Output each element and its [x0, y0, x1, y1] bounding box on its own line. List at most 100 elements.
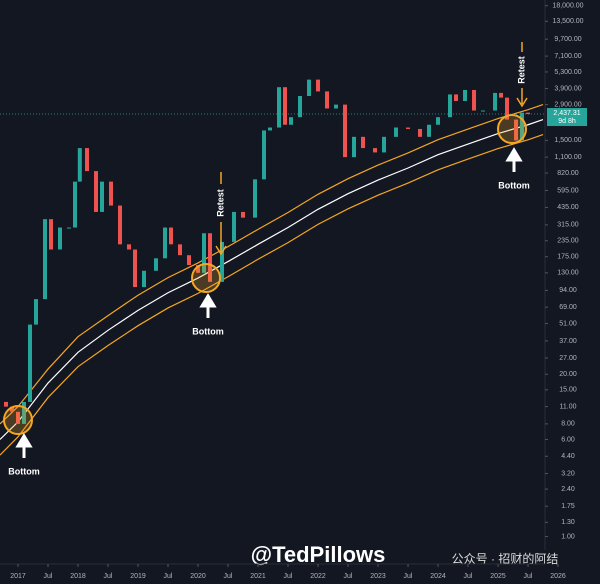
- candle: [133, 249, 138, 288]
- x-tick-label: 2017: [10, 573, 26, 580]
- candle: [77, 148, 82, 182]
- y-tick-label: 315.00: [557, 222, 579, 229]
- y-tick-label: 5,300.00: [554, 69, 581, 76]
- x-tick-label: 2021: [250, 573, 266, 580]
- y-tick-label: 595.00: [557, 187, 579, 194]
- candle: [472, 89, 477, 111]
- annotation: Bottom: [8, 466, 40, 476]
- candle: [406, 127, 411, 129]
- candle: [454, 94, 459, 102]
- annotation: Retest: [215, 189, 225, 217]
- arrow: [505, 147, 523, 172]
- band-line: [0, 119, 544, 440]
- candle: [163, 227, 168, 259]
- x-tick-label: 2026: [550, 573, 566, 580]
- y-tick-label: 3.20: [561, 470, 575, 477]
- annotations: Bottom Bottom Bottom Retest Retest: [3, 42, 530, 476]
- y-tick-label: 94.00: [559, 287, 577, 294]
- y-tick-label: 4.40: [561, 453, 575, 460]
- retest-arrow: [516, 42, 528, 108]
- candle: [43, 219, 48, 300]
- candle: [277, 87, 282, 128]
- y-tick-label: 11.00: [560, 403, 577, 410]
- y-tick-label: 1,100.00: [554, 154, 581, 161]
- arrow: [199, 293, 217, 318]
- candle: [109, 181, 114, 206]
- candle: [10, 406, 15, 412]
- candle: [49, 219, 54, 250]
- candle: [187, 255, 192, 266]
- countdown: 9d 8h: [558, 118, 576, 125]
- y-tick-label: 435.00: [557, 204, 579, 211]
- x-tick-label: Jul: [44, 573, 53, 580]
- candle: [4, 401, 9, 407]
- y-tick-label: 1.75: [561, 503, 575, 510]
- y-tick-label: 18,000.00: [552, 3, 583, 10]
- x-tick-label: Jul: [344, 573, 353, 580]
- candle: [202, 233, 207, 273]
- band-line: [0, 103, 544, 425]
- candle: [418, 128, 423, 137]
- y-tick-label: 1.00: [561, 533, 575, 540]
- candle: [169, 227, 174, 245]
- y-tick-label: 69.00: [559, 304, 577, 311]
- candle: [298, 95, 303, 118]
- x-tick-label: 2019: [130, 573, 146, 580]
- annotation: Bottom: [498, 180, 530, 190]
- candle: [448, 94, 453, 118]
- candle: [232, 211, 237, 242]
- candle: [463, 89, 468, 102]
- candle: [73, 181, 78, 228]
- candle: [526, 112, 531, 115]
- bottom-circle: [3, 405, 33, 435]
- x-tick-label: 2025: [490, 573, 506, 580]
- candle: [16, 411, 21, 424]
- y-tick-label: 2.40: [561, 486, 575, 493]
- candle: [427, 124, 432, 137]
- candle: [343, 104, 348, 158]
- annotation: Bottom: [192, 326, 224, 336]
- x-tick-label: Jul: [164, 573, 173, 580]
- candle: [316, 79, 321, 92]
- candle: [262, 130, 267, 180]
- bottom-circle: [191, 263, 221, 293]
- y-tick-label: 51.00: [559, 320, 577, 327]
- y-tick-label: 37.00: [559, 338, 577, 345]
- x-tick-label: 2023: [370, 573, 386, 580]
- source: 公众号 · 招财的阿结: [452, 551, 559, 566]
- x-tick-label: 2024: [430, 573, 446, 580]
- y-tick-label: 20.00: [559, 371, 577, 378]
- x-tick-label: Jul: [404, 573, 413, 580]
- candle: [499, 92, 504, 98]
- candle: [352, 136, 357, 158]
- candle: [154, 258, 159, 271]
- x-tick-label: Jul: [524, 573, 533, 580]
- x-tick-label: Jul: [464, 573, 473, 580]
- y-tick-label: 6.00: [561, 436, 575, 443]
- candle: [325, 91, 330, 109]
- bottom-circle: [497, 114, 527, 144]
- x-tick-label: Jul: [284, 573, 293, 580]
- y-tick-label: 7,100.00: [554, 53, 581, 60]
- candle: [118, 205, 123, 245]
- candle: [373, 148, 378, 153]
- candle: [67, 227, 72, 229]
- x-tick-label: 2018: [70, 573, 86, 580]
- y-tick-label: 8.00: [561, 421, 575, 428]
- candle: [28, 324, 33, 402]
- candle: [142, 270, 147, 288]
- last-price-tag: [547, 108, 587, 127]
- candle: [220, 241, 225, 282]
- candle: [253, 179, 258, 218]
- last-price-label: 2,437.31: [553, 110, 580, 117]
- candle: [361, 136, 366, 149]
- watermark: @TedPillows: [251, 542, 386, 567]
- y-tick-label: 1.30: [561, 519, 575, 526]
- candle: [34, 299, 39, 325]
- candle: [94, 171, 99, 212]
- candle: [100, 181, 105, 212]
- candle: [208, 233, 213, 282]
- plot-area: [0, 79, 544, 456]
